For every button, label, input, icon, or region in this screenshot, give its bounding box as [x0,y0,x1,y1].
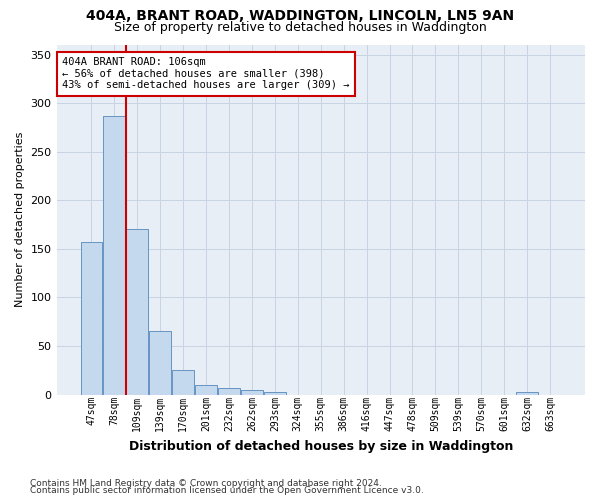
Text: Contains public sector information licensed under the Open Government Licence v3: Contains public sector information licen… [30,486,424,495]
Y-axis label: Number of detached properties: Number of detached properties [15,132,25,308]
Bar [516,392,538,394]
Bar [103,116,125,394]
Bar [149,332,171,394]
X-axis label: Distribution of detached houses by size in Waddington: Distribution of detached houses by size … [128,440,513,452]
Text: 404A BRANT ROAD: 106sqm
← 56% of detached houses are smaller (398)
43% of semi-d: 404A BRANT ROAD: 106sqm ← 56% of detache… [62,57,349,90]
Bar [218,388,240,394]
Bar [127,230,148,394]
Text: Contains HM Land Registry data © Crown copyright and database right 2024.: Contains HM Land Registry data © Crown c… [30,478,382,488]
Bar [172,370,194,394]
Bar [195,385,217,394]
Bar [264,392,286,394]
Text: Size of property relative to detached houses in Waddington: Size of property relative to detached ho… [113,21,487,34]
Text: 404A, BRANT ROAD, WADDINGTON, LINCOLN, LN5 9AN: 404A, BRANT ROAD, WADDINGTON, LINCOLN, L… [86,9,514,23]
Bar [80,242,103,394]
Bar [241,390,263,394]
